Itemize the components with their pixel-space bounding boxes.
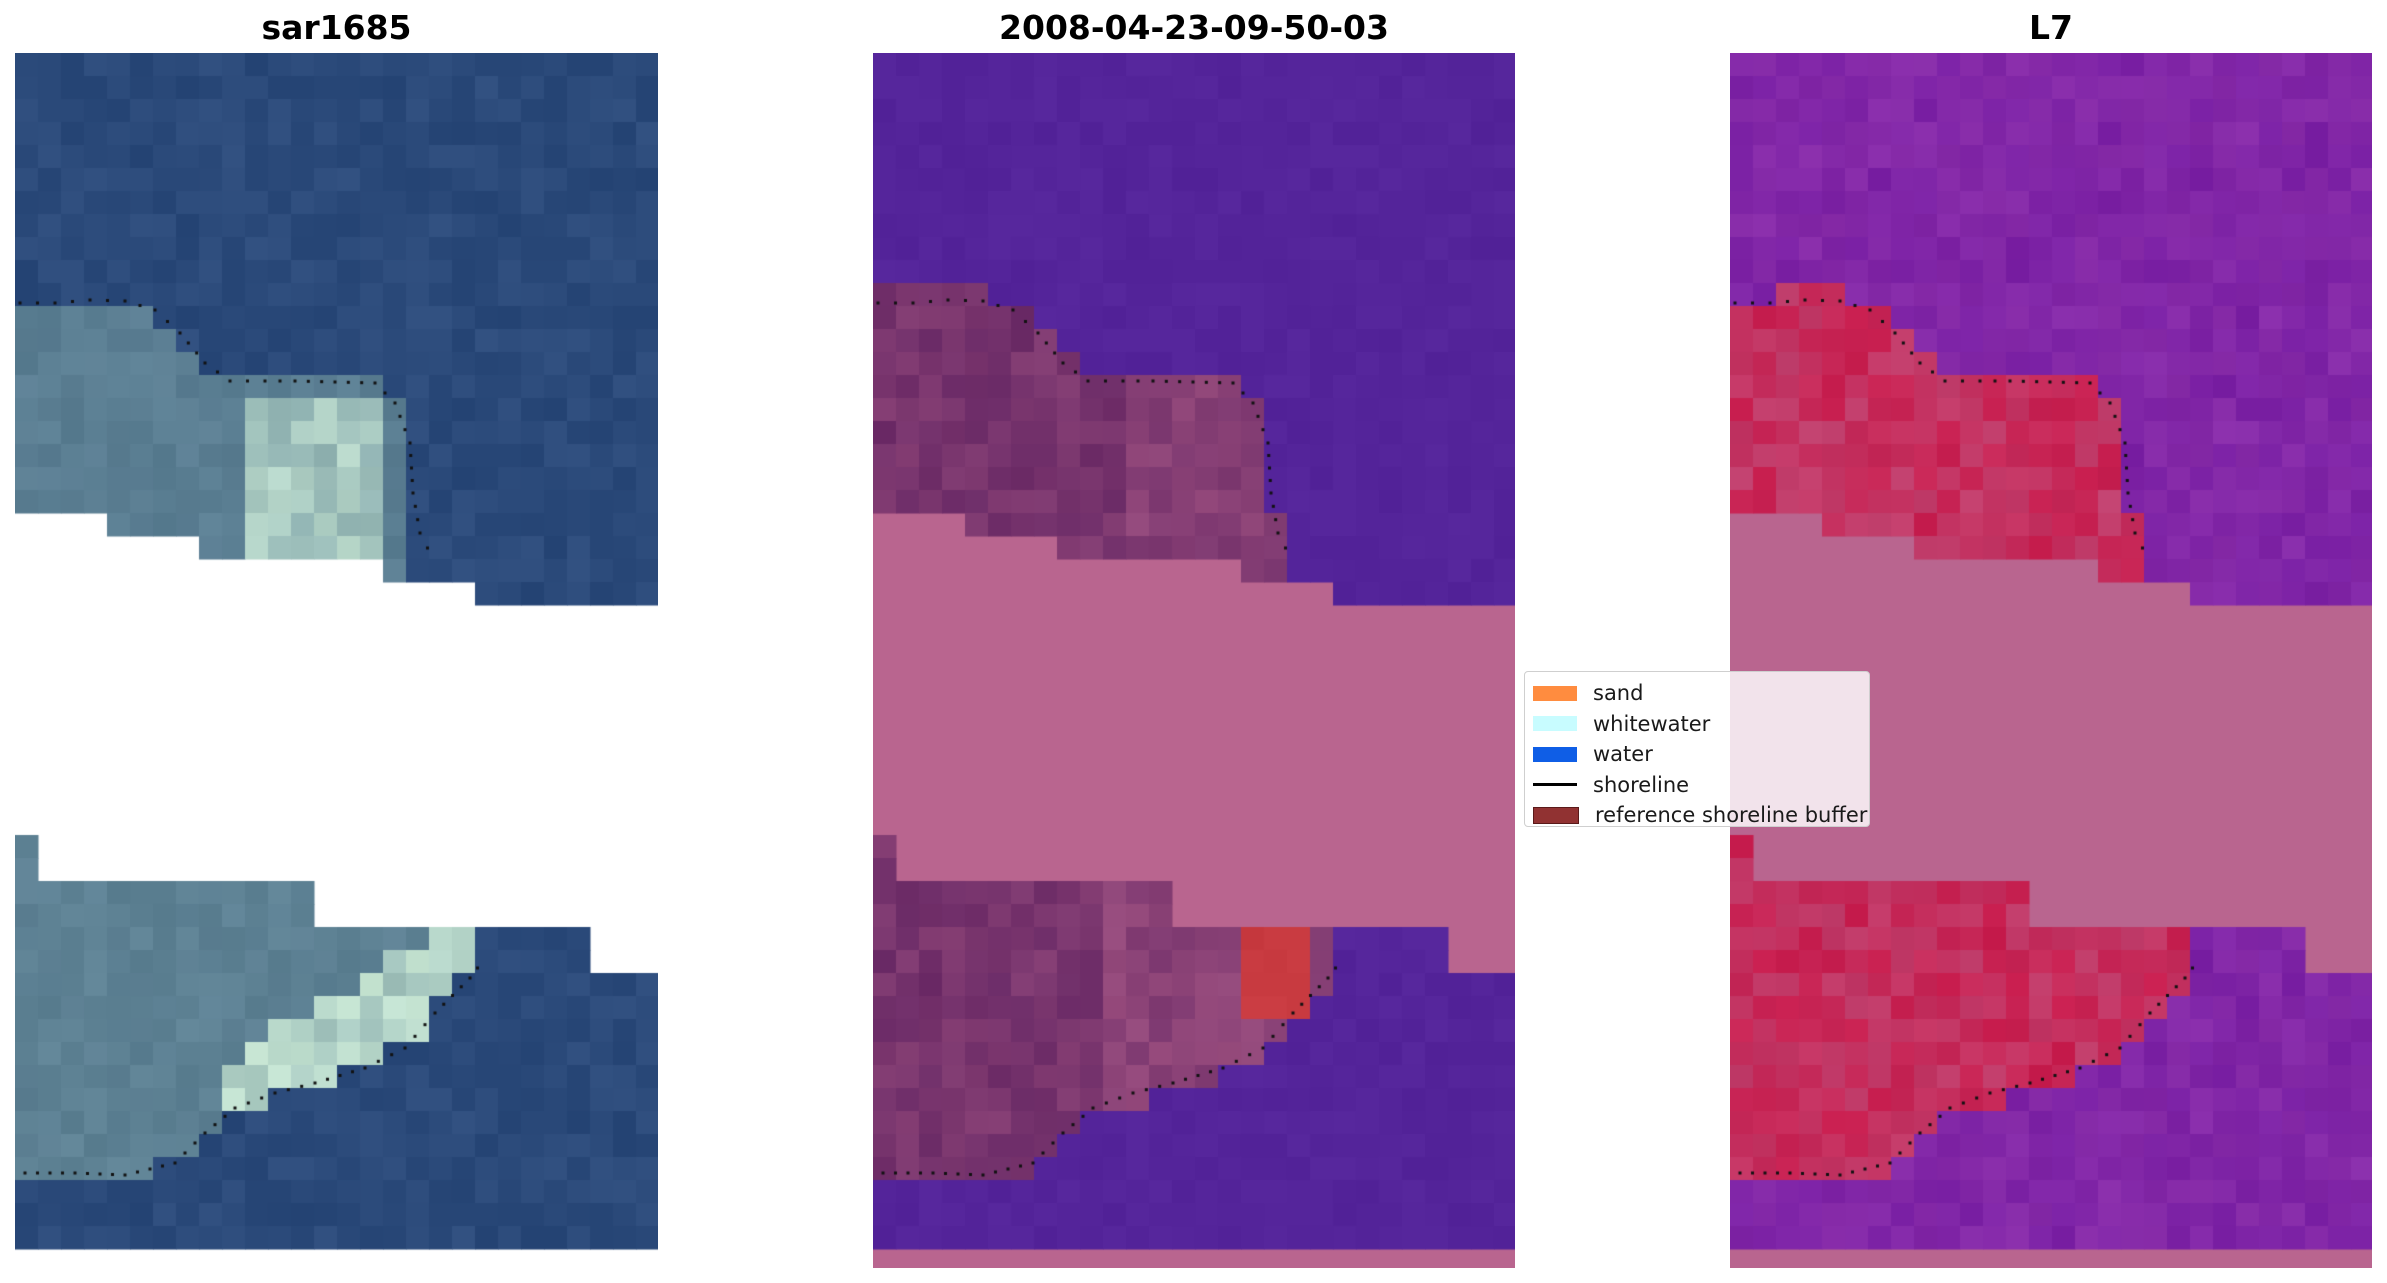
index-image-panel [1730,53,2372,1268]
legend-color-swatch [1533,685,1577,701]
rgb-image-panel [15,53,658,1268]
legend-label: shoreline [1593,772,1690,797]
classified-image-panel [873,53,1515,1268]
legend-label: whitewater [1593,711,1711,736]
legend-label: sand [1593,681,1644,706]
legend-color-swatch [1533,806,1579,824]
legend-item-reference-shoreline-buffer: reference shoreline buffer [1533,800,1869,831]
panel-title-index: L7 [2029,8,2073,47]
legend-item-shoreline: shoreline [1533,770,1869,801]
legend-item-sand: sand [1533,678,1869,709]
panel-title-rgb: sar1685 [261,8,412,47]
legend-item-whitewater: whitewater [1533,709,1869,740]
legend-label: water [1593,742,1653,767]
legend-label: reference shoreline buffer [1595,803,1868,828]
legend: sand whitewater water shoreline reference sh… [1524,671,1870,827]
legend-color-swatch [1533,716,1577,732]
legend-color-swatch [1533,746,1577,762]
legend-item-water: water [1533,739,1869,770]
panel-title-classification: 2008-04-23-09-50-03 [999,8,1389,47]
legend-line-swatch [1533,783,1577,787]
